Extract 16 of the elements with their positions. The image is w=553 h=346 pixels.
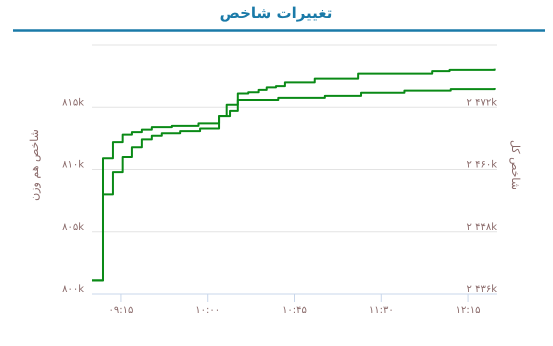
y-tick-label: ۸۰۵k [62, 222, 84, 233]
chart-title: تغییرات شاخص [220, 4, 332, 22]
y-axis-title: شاخص هم وزن [28, 129, 41, 201]
x-tick-label: ۰۹:۱۵ [108, 305, 134, 316]
y-tick-label: ۸۰۰k [62, 284, 84, 295]
x-tick-label: ۱۱:۳۰ [368, 305, 394, 316]
y2-tick-label: ۲ ۴۷۲k [466, 97, 498, 108]
y2-tick-label: ۲ ۴۴۸k [466, 222, 498, 233]
y2-tick-label: ۲ ۴۶۰k [466, 160, 498, 170]
x-tick-label: ۱۰:۴۵ [282, 305, 307, 316]
y-tick-label: ۸۱۰k [62, 160, 84, 170]
y2-tick-label: ۲ ۴۳۶k [466, 284, 498, 295]
x-tick-label: ۱۰:۰۰ [195, 305, 220, 316]
y-tick-label: ۸۱۵k [62, 97, 84, 108]
x-tick-label: ۱۲:۱۵ [456, 305, 480, 316]
y2-axis-title: شاخص کل [509, 140, 522, 190]
